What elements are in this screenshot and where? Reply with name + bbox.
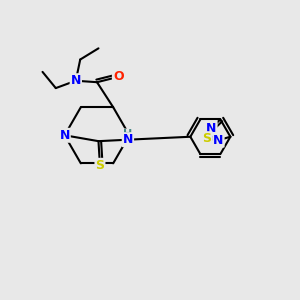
Text: N: N <box>123 133 133 146</box>
Text: N: N <box>59 129 70 142</box>
Text: N: N <box>70 74 81 87</box>
Text: O: O <box>113 70 124 83</box>
Text: H: H <box>123 129 133 140</box>
Text: N: N <box>206 122 217 135</box>
Text: S: S <box>95 159 104 172</box>
Text: S: S <box>202 132 211 145</box>
Text: N: N <box>213 134 224 147</box>
